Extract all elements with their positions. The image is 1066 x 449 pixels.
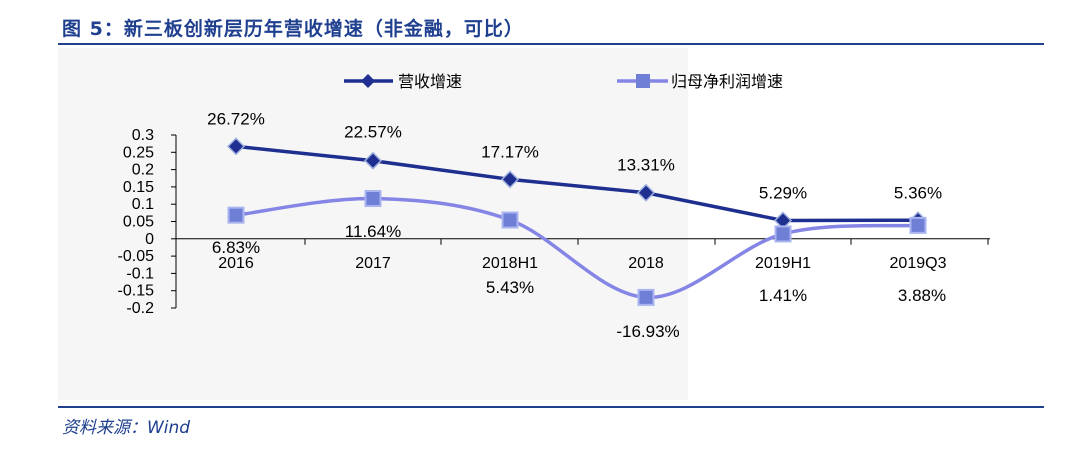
data-label-net-profit: 5.43%: [486, 278, 534, 297]
marker-net-profit: [774, 225, 792, 243]
marker-net-profit: [501, 211, 519, 229]
marker-revenue: [500, 170, 520, 189]
data-label-revenue: 13.31%: [617, 156, 675, 175]
top-rule: [58, 43, 1044, 45]
marker-net-profit: [364, 190, 382, 208]
y-tick-label: 0.05: [123, 214, 154, 231]
x-tick-label: 2016: [218, 255, 254, 272]
source-note: 资料来源：Wind: [62, 418, 191, 438]
data-label-net-profit: -16.93%: [616, 322, 679, 341]
bottom-rule: [58, 406, 1044, 408]
data-label-revenue: 26.72%: [207, 109, 265, 128]
legend-marker-net-profit: [636, 74, 650, 88]
data-label-net-profit: 3.88%: [898, 286, 946, 305]
series-line-revenue: [235, 144, 919, 223]
plot-background: [58, 48, 688, 400]
x-tick-label: 2019Q3: [890, 255, 947, 272]
y-tick-label: 0.2: [132, 162, 154, 179]
y-tick-label: 0.15: [123, 179, 154, 196]
marker-net-profit: [637, 288, 655, 306]
y-tick-label: 0.1: [132, 196, 154, 213]
marker-net-profit: [909, 216, 927, 234]
data-label-revenue: 22.57%: [344, 123, 402, 142]
x-tick-label: 2018: [628, 255, 664, 272]
y-tick-label: -0.15: [118, 283, 155, 300]
marker-revenue: [226, 137, 246, 156]
data-labels: 26.72% 22.57% 17.17% 13.31% 5.29% 5.36% 6.83% 1…: [207, 109, 946, 341]
series-lines: [235, 144, 919, 300]
data-label-revenue: 17.17%: [481, 142, 539, 161]
y-tick-label: 0.25: [123, 144, 154, 161]
legend-marker-revenue: [361, 74, 375, 88]
series-line-net-profit: [235, 196, 919, 300]
legend-label-revenue: 营收增速: [398, 73, 462, 91]
y-tick-label: -0.1: [126, 265, 154, 282]
x-tick-label: 2017: [355, 255, 391, 272]
y-tick-label: 0: [145, 231, 154, 248]
marker-revenue: [636, 183, 656, 202]
figure-title: 图 5：新三板创新层历年营收增速（非金融，可比）: [62, 18, 524, 40]
data-label-net-profit: 6.83%: [212, 238, 260, 257]
marker-net-profit: [227, 206, 245, 224]
legend: 营收增速 归母净利润增速: [344, 73, 783, 91]
data-label-net-profit: 11.64%: [345, 222, 401, 241]
y-tick-label: 0.3: [132, 127, 154, 144]
axes: 0.30.250.20.150.10.050-0.05-0.1-0.15-0.2…: [118, 127, 990, 317]
series-markers: [226, 137, 928, 306]
y-tick-label: -0.05: [118, 248, 155, 265]
data-label-net-profit: 1.41%: [759, 286, 807, 305]
x-tick-label: 2018H1: [482, 255, 538, 272]
data-label-revenue: 5.36%: [894, 183, 942, 202]
marker-revenue: [363, 151, 383, 170]
x-tick-label: 2019H1: [755, 255, 811, 272]
y-tick-label: -0.2: [126, 300, 154, 317]
data-label-revenue: 5.29%: [759, 183, 807, 202]
legend-label-net-profit: 归母净利润增速: [671, 73, 783, 91]
